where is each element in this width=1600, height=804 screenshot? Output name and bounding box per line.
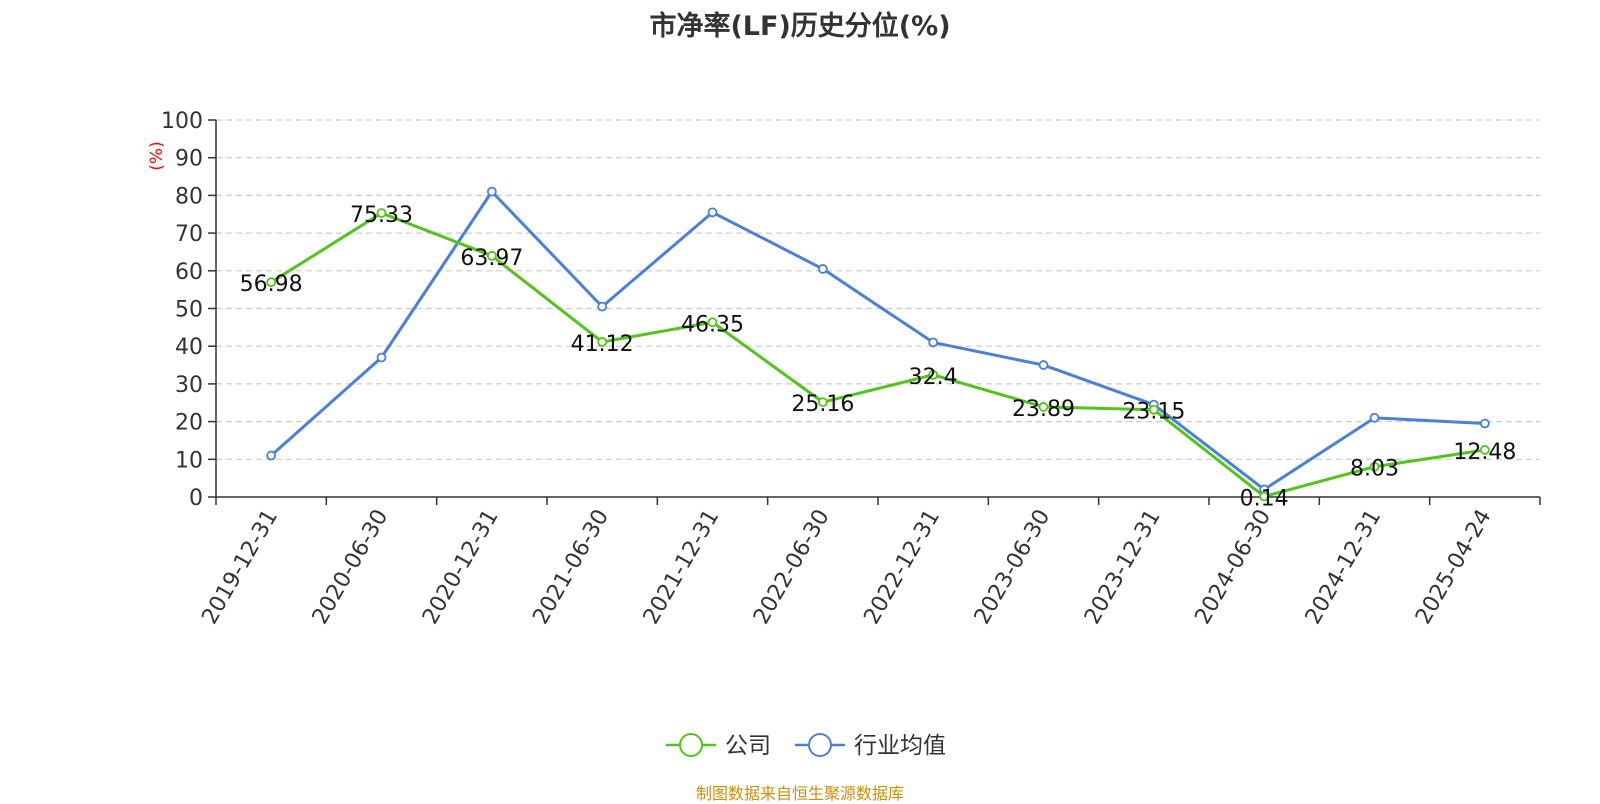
data-point-industry[interactable] [928,337,939,348]
y-tick-label: 70 [175,222,203,247]
y-tick-label: 50 [175,298,203,323]
x-tick-label: 2023-06-30 [970,505,1056,628]
x-tick-label: 2023-12-31 [1080,505,1166,628]
data-point-company[interactable] [1148,404,1159,415]
x-tick-label: 2019-12-31 [197,505,283,628]
data-label: 23.89 [1012,397,1075,422]
y-tick-label: 80 [175,184,203,209]
x-tick-label: 2025-04-24 [1411,505,1497,628]
data-label: 12.48 [1453,440,1516,465]
y-axis-label: (%) [147,141,167,170]
legend-marker-company[interactable] [679,733,703,757]
x-tick-label: 2021-12-31 [639,505,725,628]
x-tick-label: 2022-12-31 [859,505,945,628]
y-tick-label: 60 [175,260,203,285]
y-tick-label: 0 [189,486,203,511]
data-label: 32.4 [909,365,958,390]
data-point-company[interactable] [1259,491,1270,502]
data-point-industry[interactable] [1038,360,1049,370]
series-line-industry [270,190,1485,491]
line-chart: 0 10 20 30 40 50 60 70 80 90 100 (%) 2019-12-31 2020-… [147,109,1541,759]
data-point-industry[interactable] [707,207,718,218]
data-point-company[interactable] [1479,445,1490,455]
data-point-industry[interactable] [597,301,608,312]
data-point-industry[interactable] [486,186,497,197]
x-tick-label: 2022-06-30 [749,505,835,628]
data-point-company[interactable] [486,250,497,261]
y-tick-label: 90 [175,147,203,172]
data-point-industry[interactable] [817,264,828,274]
data-label: 25.16 [791,392,854,417]
chart-title: 市净率(LF)历史分位(%) [649,11,951,42]
legend-label-industry[interactable]: 行业均值 [854,733,946,759]
data-label: 23.15 [1122,400,1185,425]
data-point-company[interactable] [597,337,608,347]
data-point-company[interactable] [707,317,718,328]
y-tick-label: 30 [175,373,203,398]
data-point-company[interactable] [1369,461,1380,472]
y-tick-label: 10 [175,448,203,473]
data-label: 0.14 [1240,486,1289,511]
x-tick-label: 2021-06-30 [528,505,614,628]
data-label: 75.33 [350,203,413,228]
x-tick-label: 2024-12-31 [1301,505,1387,628]
y-tick-label: 20 [175,411,203,436]
source-note: 制图数据来自恒生聚源数据库 [695,784,904,803]
data-label: 56.98 [240,272,303,297]
legend-marker-industry[interactable] [808,733,832,757]
data-point-company[interactable] [376,208,387,218]
legend-label-company[interactable]: 公司 [725,733,771,759]
y-tick-label: 100 [161,109,203,134]
series-line-company [270,211,1486,498]
x-tick-label: 2024-06-30 [1190,505,1276,628]
x-tick-label: 2020-06-30 [308,505,394,628]
data-point-company[interactable] [1038,402,1049,412]
data-label: 46.35 [681,312,744,337]
data-label: 8.03 [1350,457,1399,482]
data-label: 63.97 [460,246,523,271]
data-point-company[interactable] [817,397,828,408]
data-point-company[interactable] [928,369,939,380]
data-label: 41.12 [571,332,634,357]
data-point-industry[interactable] [1369,412,1380,423]
x-tick-label: 2020-12-31 [418,505,504,628]
data-point-industry[interactable] [1479,418,1490,429]
data-point-company[interactable] [266,277,277,288]
data-point-industry[interactable] [266,450,277,461]
data-point-industry[interactable] [376,352,387,363]
y-tick-label: 40 [175,335,203,360]
